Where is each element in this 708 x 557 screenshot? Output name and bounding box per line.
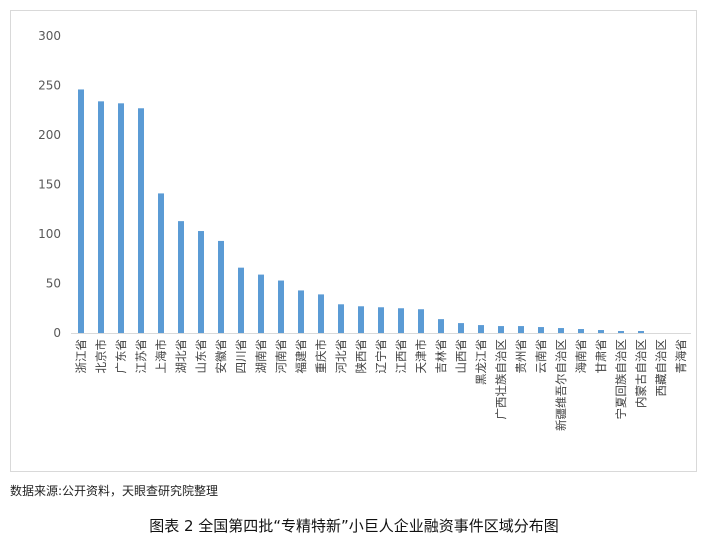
bar bbox=[558, 328, 564, 333]
figure-caption: 图表 2 全国第四批“专精特新”小巨人企业融资事件区域分布图 bbox=[149, 517, 559, 535]
y-tick-label: 250 bbox=[38, 79, 61, 93]
bar bbox=[218, 240, 224, 333]
category-label: 四川省 bbox=[234, 339, 248, 374]
bar bbox=[278, 280, 284, 333]
bar bbox=[318, 294, 324, 333]
bar bbox=[418, 309, 424, 333]
category-label: 福建省 bbox=[294, 339, 308, 374]
category-label: 云南省 bbox=[534, 339, 548, 374]
category-label: 天津市 bbox=[414, 339, 428, 374]
category-label: 辽宁省 bbox=[374, 339, 388, 374]
category-label: 内蒙古自治区 bbox=[634, 339, 648, 408]
bar bbox=[358, 306, 364, 333]
category-label: 上海市 bbox=[154, 339, 168, 374]
bar bbox=[598, 330, 604, 333]
bar bbox=[398, 308, 404, 333]
y-tick-label: 300 bbox=[38, 29, 61, 43]
category-label: 吉林省 bbox=[434, 339, 448, 374]
category-label: 江苏省 bbox=[134, 339, 148, 374]
bar bbox=[578, 329, 584, 333]
category-label: 山西省 bbox=[454, 339, 468, 374]
category-label: 重庆市 bbox=[314, 339, 328, 374]
source-note: 数据来源:公开资料，天眼查研究院整理 bbox=[10, 484, 219, 498]
bar bbox=[438, 319, 444, 333]
category-label: 浙江省 bbox=[74, 339, 88, 374]
bar bbox=[638, 331, 644, 333]
bar bbox=[198, 231, 204, 333]
category-label: 贵州省 bbox=[514, 339, 528, 374]
bar bbox=[538, 327, 544, 333]
category-label: 青海省 bbox=[674, 339, 688, 374]
y-tick-label: 150 bbox=[38, 178, 61, 192]
y-tick-label: 200 bbox=[38, 128, 61, 142]
bar-chart: 0 50 100 150 200 250 300 浙江省 北京市 广东省 江苏省 上海市 湖北省 山东省安… bbox=[38, 29, 691, 431]
category-label: 广东省 bbox=[114, 339, 128, 374]
bar bbox=[338, 304, 344, 333]
category-label: 江西省 bbox=[394, 339, 408, 374]
bar bbox=[498, 326, 504, 333]
category-label: 海南省 bbox=[574, 339, 588, 374]
bar bbox=[378, 307, 384, 333]
category-label: 河北省 bbox=[334, 339, 348, 374]
category-label: 新疆维吾尔自治区 bbox=[554, 339, 568, 431]
bar bbox=[178, 221, 184, 333]
category-label: 北京市 bbox=[94, 339, 108, 374]
bar bbox=[118, 103, 124, 333]
bar bbox=[158, 193, 164, 333]
category-label: 西藏自治区 bbox=[654, 339, 668, 397]
category-label: 山东省 bbox=[194, 339, 208, 374]
bar bbox=[478, 325, 484, 333]
bar bbox=[298, 290, 304, 333]
bar bbox=[458, 323, 464, 333]
bar bbox=[238, 267, 244, 333]
category-label: 湖北省 bbox=[174, 339, 188, 374]
bar bbox=[518, 326, 524, 333]
y-tick-label: 50 bbox=[46, 277, 61, 291]
category-label: 安徽省 bbox=[214, 339, 228, 374]
bar bbox=[98, 101, 104, 333]
y-tick-label: 0 bbox=[53, 326, 61, 340]
category-label: 河南省 bbox=[274, 339, 288, 374]
bar bbox=[258, 274, 264, 333]
category-label: 宁夏回族自治区 bbox=[614, 339, 628, 420]
category-label: 湖南省 bbox=[254, 339, 268, 374]
bar bbox=[138, 108, 144, 334]
bar bbox=[78, 89, 84, 334]
category-label: 广西壮族自治区 bbox=[494, 339, 508, 420]
y-tick-label: 100 bbox=[38, 227, 61, 241]
chart-frame: 0 50 100 150 200 250 300 浙江省 北京市 广东省 江苏省 上海市 湖北省 山东省安… bbox=[10, 10, 697, 472]
category-label: 陕西省 bbox=[354, 339, 368, 374]
category-label: 黑龙江省 bbox=[474, 339, 488, 385]
bar bbox=[618, 331, 624, 333]
category-label: 甘肃省 bbox=[594, 339, 608, 374]
